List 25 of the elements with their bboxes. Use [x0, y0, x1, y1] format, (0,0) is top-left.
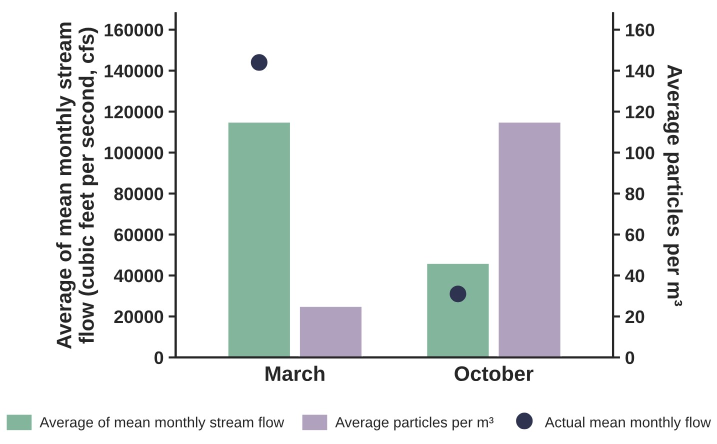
y-tick-label: 120000 — [104, 106, 164, 118]
y2-tick-label: 140 — [626, 64, 654, 78]
y-tick-label: 0 — [154, 351, 164, 364]
legend-label: Average of mean monthly stream flow — [40, 416, 284, 430]
x-tick-label: October — [454, 366, 534, 382]
y2-tick-label: 0 — [626, 351, 634, 364]
y2-tick-label: 40 — [625, 269, 644, 282]
y-tick-label: 60000 — [114, 228, 164, 242]
y2-tick-label: 100 — [626, 146, 654, 160]
legend-label: Actual mean monthly flow — [544, 416, 711, 430]
x-tick-label: March — [266, 366, 324, 382]
y2-tick-label: 20 — [625, 310, 644, 324]
y2-axis-title: Average particles per m³ — [663, 64, 683, 306]
y-tick-label: 20000 — [114, 310, 164, 324]
y-tick-label: 40000 — [114, 269, 164, 282]
y-tick-label: 140000 — [104, 64, 164, 78]
y-tick-label: 100000 — [104, 146, 164, 160]
y-axis-title: Average of mean monthly stream flow (cubic feet per second, cfs) — [56, 22, 98, 349]
y2-tick-label: 120 — [626, 106, 654, 118]
y-tick-label: 160000 — [104, 24, 164, 36]
y2-tick-label: 80 — [625, 187, 644, 200]
y2-tick-label: 60 — [626, 228, 644, 242]
legend-label: Average particles per m³ — [335, 416, 494, 430]
y2-tick-label: 160 — [626, 24, 654, 36]
y-tick-label: 80000 — [114, 187, 164, 200]
